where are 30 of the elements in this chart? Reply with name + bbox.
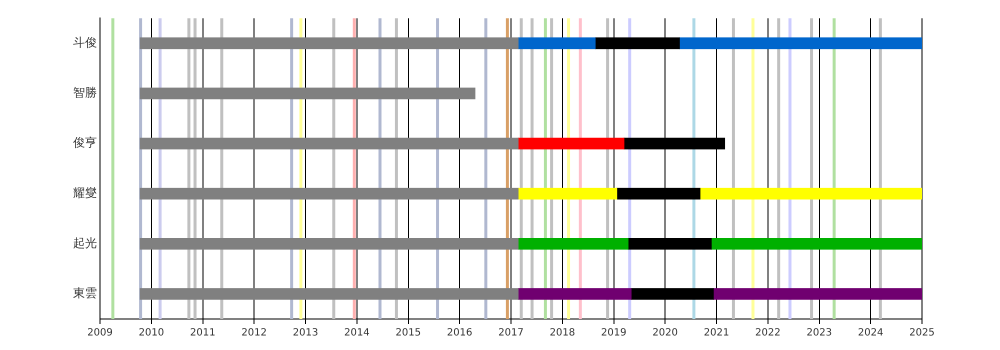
x-tick-label: 2010 xyxy=(138,328,164,339)
x-tick-label: 2012 xyxy=(241,328,267,339)
bar xyxy=(518,138,624,150)
x-tick-label: 2009 xyxy=(87,328,113,339)
bar xyxy=(140,288,519,300)
y-tick-label: 起光 xyxy=(73,236,97,250)
y-tick-label: 俊亨 xyxy=(72,136,97,150)
x-tick-label: 2018 xyxy=(550,328,576,339)
bar xyxy=(140,37,519,50)
x-tick-label: 2014 xyxy=(344,328,370,339)
x-tick-label: 2011 xyxy=(190,328,216,339)
x-tick-label: 2020 xyxy=(652,328,678,339)
x-tick-label: 2024 xyxy=(858,328,884,339)
bar xyxy=(140,138,519,150)
bar xyxy=(140,188,519,200)
x-tick-label: 2021 xyxy=(704,328,730,339)
y-tick-label: 智勝 xyxy=(73,86,97,100)
x-tick-label: 2015 xyxy=(396,328,421,339)
y-tick-label: 斗俊 xyxy=(73,35,97,50)
y-tick-label: 東雲 xyxy=(73,286,97,300)
x-tick-label: 2023 xyxy=(806,328,832,339)
x-tick-label: 2017 xyxy=(498,328,524,339)
x-tick-label: 2016 xyxy=(446,328,472,339)
bar xyxy=(140,238,519,250)
bar xyxy=(140,88,476,100)
x-tick-label: 2025 xyxy=(909,328,935,339)
y-tick-label: 耀燮 xyxy=(73,186,97,200)
x-tick-label: 2022 xyxy=(755,328,781,339)
x-tick-label: 2019 xyxy=(601,328,626,339)
x-tick-label: 2013 xyxy=(292,328,318,339)
